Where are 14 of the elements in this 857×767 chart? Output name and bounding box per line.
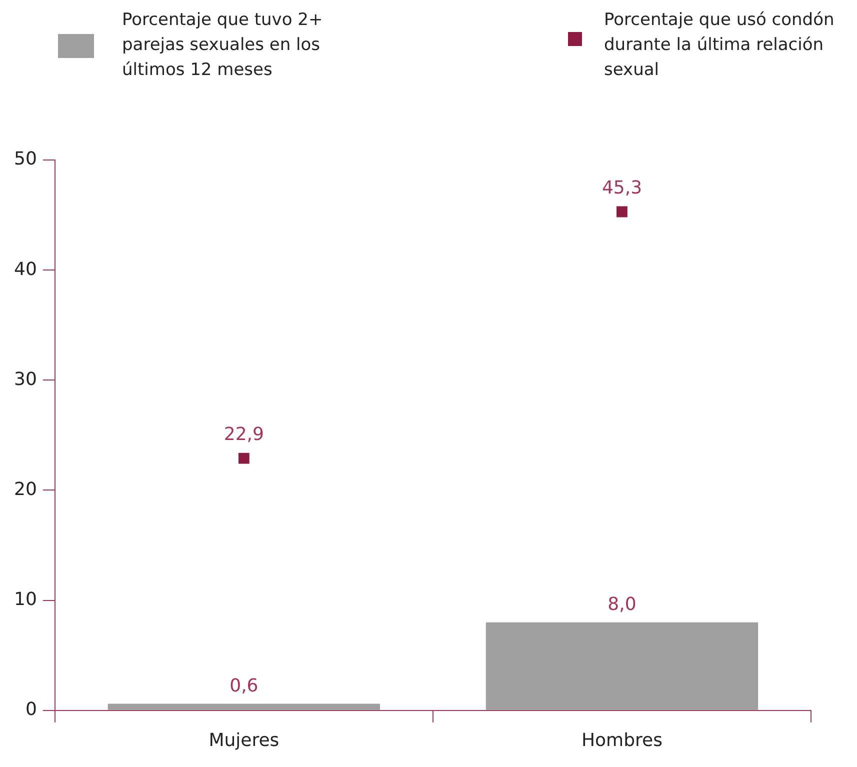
data-label: 8,0 <box>608 594 636 616</box>
y-tick-label: 0 <box>25 699 37 720</box>
x-tick-label: Hombres <box>581 730 662 751</box>
y-tick-label: 30 <box>14 368 37 390</box>
y-tick-label: 20 <box>14 478 37 500</box>
legend-label: Porcentaje que tuvo 2+ parejas sexuales en los últimos 12 meses <box>122 9 324 82</box>
data-label: 45,3 <box>602 177 642 198</box>
data-label: 0,6 <box>230 675 258 696</box>
data-label: 22,9 <box>224 424 264 445</box>
y-tick-label: 40 <box>14 258 37 280</box>
y-tick-label: 50 <box>14 148 37 170</box>
y-tick-label: 10 <box>14 588 37 610</box>
legend-label: Porcentaje que usó condón durante la última relación sexual <box>604 9 836 82</box>
x-tick-label: Mujeres <box>208 730 280 751</box>
